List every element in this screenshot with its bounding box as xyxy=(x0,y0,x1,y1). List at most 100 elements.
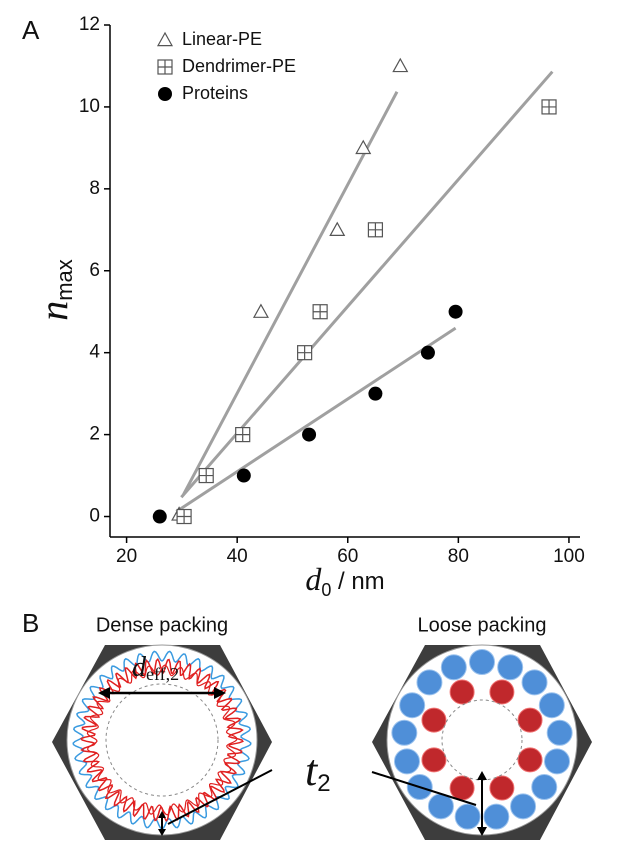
legend-label: Linear-PE xyxy=(182,29,262,49)
red-particle xyxy=(489,775,515,801)
triangle-marker xyxy=(156,31,174,47)
square-cross xyxy=(297,345,312,360)
blue-particle xyxy=(483,803,510,830)
loose-layer xyxy=(391,649,573,830)
blue-particle xyxy=(544,748,571,775)
x-axis-label: d0 / nm xyxy=(305,561,384,599)
triangle-marker xyxy=(252,303,269,318)
fit-line xyxy=(182,91,399,496)
right-title: Loose packing xyxy=(418,614,547,636)
square-marker xyxy=(157,59,173,75)
diameter-sub: eff,2 xyxy=(146,664,179,684)
square-cross xyxy=(313,304,328,319)
circle-marker xyxy=(368,386,383,401)
legend-label: Proteins xyxy=(182,83,248,103)
arrow-head xyxy=(477,771,487,780)
arrow-head xyxy=(477,827,487,836)
x-tick-label: 20 xyxy=(116,546,137,567)
blue-particle xyxy=(454,803,481,830)
thickness-label: t2 xyxy=(305,746,331,797)
fit-line xyxy=(175,326,457,513)
panel-label: B xyxy=(22,608,39,638)
arrow-head xyxy=(158,811,166,818)
red-particle xyxy=(421,747,447,773)
diagram: Dense packing Loose packing deff,2 t2 xyxy=(52,614,592,840)
square-cross xyxy=(235,427,250,442)
legend-label: Dendrimer-PE xyxy=(182,56,296,76)
y-tick-label: 10 xyxy=(79,96,100,117)
thickness-sub: 2 xyxy=(317,770,330,797)
circle-marker xyxy=(236,468,251,483)
square-marker xyxy=(367,222,384,238)
x-label-sub: 0 xyxy=(321,580,331,600)
blue-particle xyxy=(531,774,558,801)
diameter-label: deff,2 xyxy=(132,652,179,684)
square-marker xyxy=(312,304,328,320)
blue-particle xyxy=(399,692,426,719)
blue-particle xyxy=(391,719,418,746)
blue-particle xyxy=(393,748,420,775)
left-title: Dense packing xyxy=(96,614,228,636)
red-particle xyxy=(421,707,447,733)
triangle-marker xyxy=(392,57,409,73)
x-tick-label: 60 xyxy=(337,546,358,567)
blue-particle xyxy=(510,793,537,820)
dense-layer xyxy=(72,650,252,830)
y-axis-label: nmax xyxy=(31,259,77,321)
red-particle xyxy=(517,707,543,733)
blue-particle xyxy=(546,719,573,746)
red-chain xyxy=(86,664,238,816)
y-tick-label: 12 xyxy=(79,14,100,35)
y-tick-label: 8 xyxy=(89,178,100,199)
blue-particle xyxy=(469,649,495,675)
square-marker xyxy=(541,99,557,115)
red-chain xyxy=(80,657,244,823)
triangle-marker xyxy=(329,221,346,236)
inner-circle xyxy=(105,683,219,797)
blue-particle xyxy=(538,692,565,719)
x-tick-label: 100 xyxy=(553,546,585,567)
x-tick-label: 80 xyxy=(448,546,469,567)
y-tick-label: 6 xyxy=(89,260,100,281)
square-cross xyxy=(158,60,172,74)
red-particle xyxy=(517,747,543,773)
arrow-head xyxy=(158,829,166,836)
blue-particle xyxy=(440,654,467,681)
circle-marker xyxy=(420,345,435,360)
red-particle xyxy=(449,775,475,801)
y-tick-label: 2 xyxy=(89,424,100,445)
square-cross xyxy=(542,99,557,114)
square-marker xyxy=(176,508,192,525)
circle-marker xyxy=(158,87,172,101)
panel-label: A xyxy=(22,15,40,45)
square-marker xyxy=(297,345,313,361)
thickness-main: t xyxy=(305,746,319,795)
blue-particle xyxy=(497,654,524,681)
red-particle xyxy=(449,679,475,705)
x-label-unit: / nm xyxy=(331,568,384,595)
pointer-line xyxy=(167,769,273,825)
arrow-head xyxy=(98,687,110,699)
square-marker xyxy=(235,427,251,443)
circle-marker xyxy=(152,509,167,524)
triangle-marker xyxy=(355,139,372,155)
square-marker xyxy=(198,467,214,484)
fit-line xyxy=(180,70,554,499)
blue-particle xyxy=(521,669,548,696)
x-label-main: d xyxy=(305,561,322,597)
blue-particle xyxy=(416,669,443,696)
diameter-main: d xyxy=(132,652,147,683)
red-particle xyxy=(489,679,515,705)
arrow-head xyxy=(214,687,226,699)
pointer-line xyxy=(371,771,477,806)
y-label-sub: max xyxy=(52,259,77,301)
circle-marker xyxy=(448,304,463,319)
y-label-main: n xyxy=(31,301,76,321)
x-tick-label: 40 xyxy=(227,546,248,567)
square-cross xyxy=(368,222,383,237)
y-tick-label: 0 xyxy=(89,506,100,527)
square-cross xyxy=(177,509,192,524)
y-tick-label: 4 xyxy=(89,342,100,363)
blue-chain xyxy=(72,650,252,830)
